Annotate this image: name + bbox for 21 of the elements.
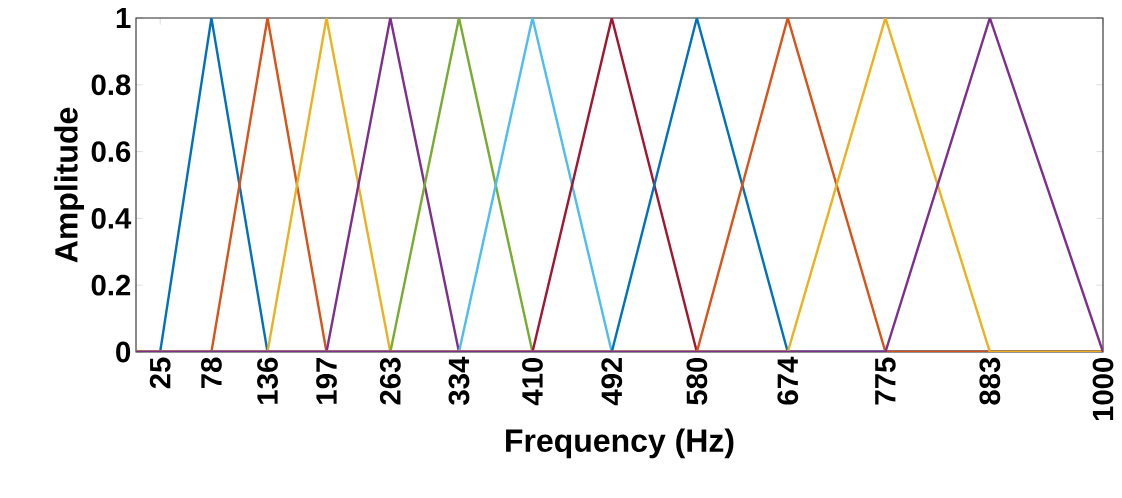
x-tick-label: 1000 — [1092, 357, 1114, 421]
x-tick-label: 674 — [777, 356, 799, 405]
x-tick-label: 580 — [686, 357, 708, 405]
y-tick-label: 0.6 — [91, 141, 131, 162]
y-tick-label: 0 — [116, 341, 131, 363]
x-tick-label: 78 — [201, 357, 222, 389]
x-tick-label: 25 — [149, 357, 171, 389]
y-tick-label: 1 — [116, 7, 131, 29]
x-tick-label: 775 — [875, 357, 896, 405]
x-tick-label: 492 — [601, 357, 623, 406]
x-tick-label: 263 — [379, 357, 401, 405]
x-tick-label: 197 — [316, 357, 337, 404]
y-tick-label: 0.4 — [91, 207, 132, 229]
x-tick-label: 334 — [448, 356, 470, 405]
x-tick-label: 883 — [979, 357, 1001, 405]
x-axis-title: Frequency (Hz) — [506, 428, 734, 459]
y-tick-label: 0.8 — [91, 74, 131, 96]
x-tick-label: 410 — [522, 357, 543, 406]
x-tick-label: 136 — [257, 357, 278, 404]
y-tick-label: 0.2 — [91, 274, 131, 296]
y-axis-title: Amplitude — [54, 107, 85, 263]
